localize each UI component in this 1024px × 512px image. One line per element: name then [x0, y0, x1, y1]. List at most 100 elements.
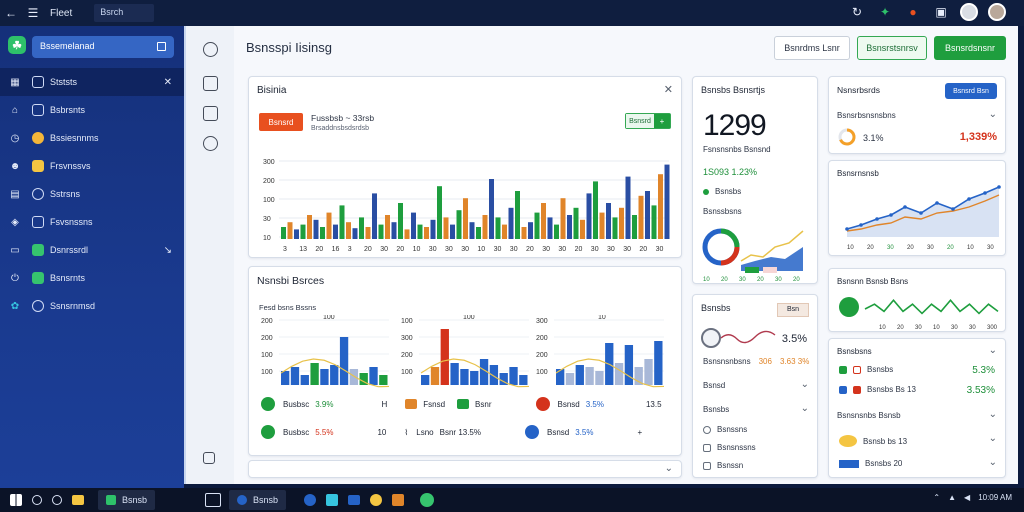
sidebar-item-stats[interactable]: ▦ Stststs ✕ [0, 68, 184, 96]
legend-label: Busbsc [283, 399, 310, 409]
taskbar-app-label: Bsnsb [122, 495, 148, 505]
sidebar-item-4[interactable]: ☻ Frsvnssvs [0, 152, 184, 180]
network-icon[interactable]: ▲ [948, 493, 957, 502]
back-arrow-icon[interactable]: ← [5, 6, 17, 20]
square-icon[interactable] [203, 76, 218, 91]
folder-icon[interactable] [72, 495, 84, 505]
app-icon-orange[interactable] [392, 494, 405, 506]
x-tick-label: 20 [721, 277, 728, 283]
list-item[interactable]: Bsnsbs Bs 13 [839, 385, 916, 394]
x-tick-label: 13 [299, 246, 307, 253]
chart-bar [658, 174, 663, 239]
trend-tag[interactable]: Bsn [777, 303, 809, 317]
header-button-primary[interactable]: Bsnsrdsnsnr [934, 36, 1006, 60]
sidebar-item-2[interactable]: ⌂ Bsbrsnts [0, 96, 184, 124]
chevron-down-icon[interactable]: ⌄ [988, 109, 997, 120]
checkbox-icon[interactable] [703, 443, 711, 452]
chrome-icon[interactable] [370, 494, 383, 506]
list-label: Bsnsb bs 13 [863, 436, 908, 446]
list-item[interactable]: Bsnsnssns [703, 443, 756, 452]
close-icon[interactable]: ✕ [663, 84, 673, 96]
chart-bar [378, 224, 384, 239]
avatar[interactable] [960, 3, 978, 21]
chevron-down-icon[interactable]: ⌄ [664, 463, 673, 474]
taskbar-app-1[interactable]: Bsnsb [98, 490, 156, 510]
trend-sub-label: Bsnsnsnbsns [703, 357, 751, 366]
chat-icon[interactable] [52, 495, 62, 505]
list-item[interactable]: Bsnsb bs 13 [839, 435, 907, 447]
green-flag-icon [457, 399, 470, 409]
app-icon-green[interactable] [420, 493, 435, 507]
list-label: Bsnsbs [867, 365, 894, 374]
chevron-up-icon[interactable]: ⌃ [933, 493, 941, 502]
chevron-down-icon[interactable]: ⌄ [800, 403, 809, 414]
search-icon[interactable] [32, 495, 42, 505]
dot-label: Bsnsbs [715, 187, 742, 196]
list-item[interactable]: Bsnsbs [839, 365, 893, 374]
chart-bar [369, 367, 378, 385]
store-icon[interactable] [326, 494, 339, 506]
timer-icon[interactable] [203, 136, 218, 151]
x-tick-label: 20 [947, 245, 954, 251]
chat-icon[interactable] [203, 42, 218, 57]
windows-start-icon[interactable] [10, 494, 22, 506]
sidebar-item-8[interactable]: ⏻ Bsnsrnts [0, 264, 184, 292]
trend-sub: Bsnsnsnbsns 306 3.63 3% [703, 357, 809, 366]
checkbox-icon[interactable] [703, 425, 711, 434]
sidebar-item-5[interactable]: ▤ Sstrsns [0, 180, 184, 208]
sync-icon[interactable]: ↻ [851, 5, 863, 19]
grid-icon[interactable] [205, 493, 222, 507]
collapsed-panel[interactable]: ⌄ [248, 460, 682, 478]
x-tick-label: 30 [951, 325, 958, 331]
chart-bar [346, 222, 351, 239]
avatar-secondary[interactable] [988, 3, 1006, 21]
home-icon: ⌂ [11, 104, 19, 116]
volume-icon[interactable]: ◀ [964, 493, 971, 502]
gear-badge-icon [525, 425, 539, 439]
chart-bar [398, 203, 403, 239]
sidebar-item-3[interactable]: ◷ Bssiesnnms [0, 124, 184, 152]
sidebar-item-6[interactable]: ◈ Fsvsnssns [0, 208, 184, 236]
header-button-2[interactable]: Bsnsrstsnrsv [857, 36, 927, 60]
list-item[interactable]: Bsnssns [703, 425, 747, 434]
calendar-icon[interactable]: ▣ [935, 5, 947, 19]
legend-value: 3.9% [315, 399, 334, 409]
taskbar: Bsnsb Bsnsb ⌃ ▲ ◀ 10:09 AM [0, 488, 1024, 512]
filter-tag[interactable]: Bsnsrd [259, 113, 303, 131]
leaf-icon[interactable]: ✦ [879, 5, 891, 19]
close-icon[interactable]: ✕ [163, 76, 172, 88]
chevron-down-icon[interactable]: ⌄ [988, 457, 997, 468]
x-tick-label: 30 [445, 246, 453, 253]
checkbox-icon[interactable] [703, 461, 711, 470]
green-toggle[interactable]: Bsnsrd + [625, 113, 671, 129]
x-tick-label: 20 [867, 245, 874, 251]
export-icon[interactable] [203, 452, 215, 464]
mail-icon[interactable] [348, 495, 361, 505]
x-tick-label: 3 [283, 246, 287, 253]
chevron-down-icon[interactable]: ⌄ [988, 345, 997, 356]
right-top-card: Nsnsrbsrds Bsnsrd Bsn Bsnsrbsnsnsbns ⌄ 3… [828, 76, 1006, 154]
mini-bar-charts: 200 200 100 100 100 100 300 200 100 100 300 200 200 1… [261, 315, 665, 388]
list-item[interactable]: Bsnsbs [703, 405, 729, 414]
list-item[interactable]: Bsnssn [703, 461, 743, 470]
chevron-down-icon[interactable]: ⌄ [988, 409, 997, 420]
window-search[interactable]: Bsrch [94, 4, 155, 22]
donut-segment [720, 228, 740, 248]
header-button-1[interactable]: Bsnrdms Lsnr [774, 36, 850, 60]
taskbar-app-2[interactable]: Bsnsb [229, 490, 287, 510]
notification-icon[interactable]: ● [909, 5, 917, 19]
menu-icon[interactable]: ☰ [27, 6, 39, 20]
edge-icon[interactable] [304, 494, 317, 506]
chevron-down-icon[interactable]: ⌄ [988, 433, 997, 444]
list-item[interactable]: Bsnsbs 20 [839, 459, 902, 468]
app-logo-icon[interactable]: ☘ [8, 36, 26, 54]
expand-icon[interactable] [157, 42, 166, 51]
right-top-button[interactable]: Bsnsrd Bsn [945, 83, 997, 99]
list-item[interactable]: Bsnsd [703, 381, 725, 390]
sidebar-item-7[interactable]: ▭ Dsnrssrdl ↘ [0, 236, 184, 264]
chart-bar [430, 219, 436, 239]
sidebar-search[interactable]: Bssemelanad [32, 36, 174, 58]
clipboard-icon[interactable] [203, 106, 218, 121]
chevron-down-icon[interactable]: ⌄ [800, 379, 809, 390]
sidebar-item-9[interactable]: ✿ Ssnsrnmsd [0, 292, 184, 320]
